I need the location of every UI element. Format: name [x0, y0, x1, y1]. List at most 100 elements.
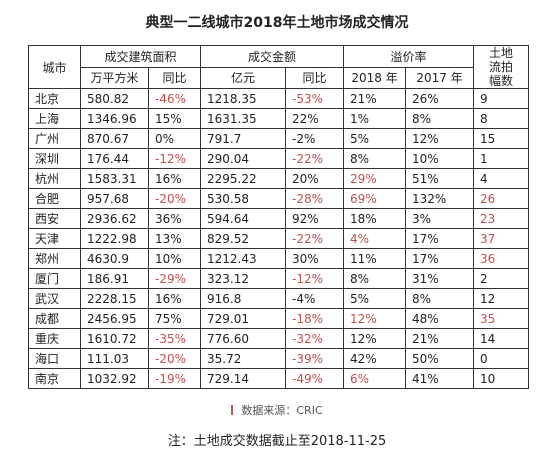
value-cell: 26 — [473, 188, 530, 209]
value-cell: 111.03 — [80, 348, 149, 369]
data-row: 南京 1032.92 -19% 729.14 -49% 6% 41% 10 — [28, 368, 530, 389]
value-cell: -39% — [285, 348, 345, 369]
data-row: 广州 870.67 0% 791.7 -2% 5% 12% 15 — [28, 128, 530, 149]
sub-header-row: 万平方米 同比 亿元 同比 2018 年 2017 年 — [29, 66, 529, 89]
city-cell: 上海 — [28, 108, 81, 129]
value-cell: -4% — [285, 288, 345, 309]
data-row: 合肥 957.68 -20% 530.58 -28% 69% 132% 26 — [28, 188, 530, 209]
city-cell: 深圳 — [28, 148, 81, 169]
value-cell: 594.64 — [200, 208, 287, 229]
sub-header: 2017 年 — [405, 66, 475, 89]
value-cell: 16% — [147, 288, 202, 309]
value-cell: -46% — [147, 88, 202, 109]
sub-header: 2018 年 — [343, 66, 407, 89]
value-cell: 29% — [343, 168, 407, 189]
value-cell: 8% — [343, 148, 407, 169]
data-row: 杭州 1583.31 16% 2295.22 20% 29% 51% 4 — [28, 168, 530, 189]
data-row: 武汉 2228.15 16% 916.8 -4% 5% 8% 12 — [28, 288, 530, 309]
value-cell: -49% — [285, 368, 345, 389]
group-header: 成交建筑面积 — [79, 45, 202, 68]
value-cell: 13% — [147, 228, 202, 249]
source-text: 数据来源：CRIC — [241, 404, 323, 417]
value-cell: 8 — [473, 108, 530, 129]
value-cell: 12 — [473, 288, 530, 309]
value-cell: 530.58 — [200, 188, 287, 209]
value-cell: 132% — [405, 188, 475, 209]
value-cell: 4% — [343, 228, 407, 249]
source: 数据来源：CRIC — [0, 402, 554, 418]
value-cell: 20% — [285, 168, 345, 189]
value-cell: -29% — [147, 268, 202, 289]
value-cell: 1222.98 — [80, 228, 149, 249]
city-cell: 南京 — [28, 368, 81, 389]
city-cell: 武汉 — [28, 288, 81, 309]
value-cell: 12% — [343, 308, 407, 329]
value-cell: 5% — [343, 128, 407, 149]
data-row: 成都 2456.95 75% 729.01 -18% 12% 48% 35 — [28, 308, 530, 329]
value-cell: 9 — [473, 88, 530, 109]
data-row: 重庆 1610.72 -35% 776.60 -32% 12% 21% 14 — [28, 328, 530, 349]
value-cell: 1032.92 — [80, 368, 149, 389]
data-table: 城市 成交建筑面积 成交金额 溢价率 土地流拍幅数 万平方米 同比 亿元 同比 2018 年 201… — [28, 45, 530, 389]
value-cell: 829.52 — [200, 228, 287, 249]
value-cell: -19% — [147, 368, 202, 389]
value-cell: 5% — [343, 288, 407, 309]
data-row: 郑州 4630.9 10% 1212.43 30% 11% 17% 36 — [28, 248, 530, 269]
value-cell: 870.67 — [80, 128, 149, 149]
value-cell: -28% — [285, 188, 345, 209]
city-cell: 重庆 — [28, 328, 81, 349]
value-cell: 1 — [473, 148, 530, 169]
value-cell: 1346.96 — [80, 108, 149, 129]
data-row: 厦门 186.91 -29% 323.12 -12% 8% 31% 2 — [28, 268, 530, 289]
city-cell: 郑州 — [28, 248, 81, 269]
group-header-row: 城市 成交建筑面积 成交金额 溢价率 土地流拍幅数 — [28, 45, 530, 89]
city-cell: 合肥 — [28, 188, 81, 209]
value-cell: -22% — [285, 148, 345, 169]
value-cell: 2295.22 — [200, 168, 287, 189]
value-cell: 1218.35 — [200, 88, 287, 109]
value-cell: 0 — [473, 348, 530, 369]
source-icon — [231, 405, 234, 415]
city-cell: 北京 — [28, 88, 81, 109]
value-cell: 35.72 — [200, 348, 287, 369]
value-cell: 30% — [285, 248, 345, 269]
city-cell: 杭州 — [28, 168, 81, 189]
value-cell: 11% — [343, 248, 407, 269]
value-cell: 2456.95 — [80, 308, 149, 329]
value-cell: 2 — [473, 268, 530, 289]
note: 注：土地成交数据截止至2018-11-25 — [167, 434, 387, 449]
value-cell: 791.7 — [200, 128, 287, 149]
value-cell: 1% — [343, 108, 407, 129]
value-cell: 15 — [473, 128, 530, 149]
value-cell: 4 — [473, 168, 530, 189]
value-cell: 16% — [147, 168, 202, 189]
value-cell: 92% — [285, 208, 345, 229]
value-cell: 48% — [405, 308, 475, 329]
city-cell: 广州 — [28, 128, 81, 149]
value-cell: 18% — [343, 208, 407, 229]
value-cell: -32% — [285, 328, 345, 349]
data-row: 北京 580.82 -46% 1218.35 -53% 21% 26% 9 — [28, 88, 530, 109]
value-cell: 323.12 — [200, 268, 287, 289]
value-cell: -22% — [285, 228, 345, 249]
value-cell: 8% — [405, 288, 475, 309]
city-cell: 西安 — [28, 208, 81, 229]
value-cell: 1610.72 — [80, 328, 149, 349]
value-cell: 17% — [405, 248, 475, 269]
value-cell: 15% — [147, 108, 202, 129]
value-cell: 12% — [405, 128, 475, 149]
value-cell: 17% — [405, 228, 475, 249]
value-cell: 14 — [473, 328, 530, 349]
value-cell: -53% — [285, 88, 345, 109]
value-cell: -12% — [147, 148, 202, 169]
value-cell: 22% — [285, 108, 345, 129]
value-cell: 36% — [147, 208, 202, 229]
group-header: 成交金额 — [200, 45, 345, 68]
city-cell: 海口 — [28, 348, 81, 369]
sub-header: 万平方米 — [80, 66, 149, 89]
city-cell: 天津 — [28, 228, 81, 249]
value-cell: -20% — [147, 348, 202, 369]
value-cell: 6% — [343, 368, 407, 389]
data-row: 西安 2936.62 36% 594.64 92% 18% 3% 23 — [28, 208, 530, 229]
